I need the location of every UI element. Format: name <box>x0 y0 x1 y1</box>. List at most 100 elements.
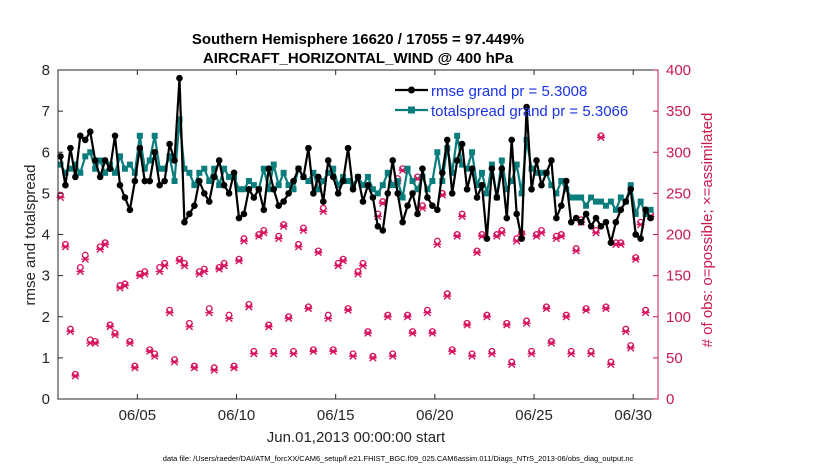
obs-assimilated-marker <box>572 247 581 255</box>
obs-assimilated-marker <box>592 229 601 237</box>
rmse-point <box>592 214 600 222</box>
rmse-point <box>265 165 273 172</box>
obs-assimilated-marker <box>91 339 100 347</box>
spread-point <box>607 198 614 205</box>
obs-assimilated-marker <box>279 222 288 230</box>
spread-point <box>305 178 312 185</box>
obs-assimilated-marker <box>180 262 189 270</box>
spread-point <box>72 161 79 168</box>
spread-point <box>315 186 322 193</box>
rmse-point <box>57 153 64 160</box>
obs-possible-marker <box>339 255 347 263</box>
obs-assimilated-marker <box>304 304 313 313</box>
obs-assimilated-marker <box>264 322 273 331</box>
spread-point <box>82 153 89 160</box>
obs-assimilated-marker <box>185 322 194 331</box>
obs-possible-marker <box>131 362 139 370</box>
obs-assimilated-marker <box>408 329 417 337</box>
spread-point <box>359 182 366 189</box>
rmse-point <box>324 157 332 164</box>
rmse-point <box>141 177 149 185</box>
rmse-point <box>126 206 134 214</box>
obs-assimilated-marker <box>383 313 392 321</box>
x-axis-tick-label: 06/10 <box>218 407 256 424</box>
spread-point <box>483 190 490 197</box>
obs-possible-marker <box>453 231 461 238</box>
rmse-point <box>508 136 516 144</box>
obs-assimilated-marker <box>165 308 174 317</box>
rmse-point <box>91 157 99 164</box>
right-axis-tick-label: 100 <box>666 309 691 326</box>
obs-possible-marker <box>235 255 243 263</box>
obs-possible-marker <box>582 305 590 312</box>
spread-point <box>617 194 624 201</box>
spread-point <box>330 165 337 172</box>
obs-assimilated-marker <box>324 314 333 323</box>
rmse-point <box>285 190 292 197</box>
rmse-point <box>106 165 114 172</box>
rmse-point <box>493 194 501 201</box>
obs-assimilated-marker <box>289 350 298 358</box>
obs-possible-marker <box>101 239 109 247</box>
spread-point <box>290 186 297 193</box>
rmse-point <box>627 185 635 193</box>
spread-point <box>523 136 530 143</box>
obs-possible-marker <box>448 346 456 354</box>
rmse-point <box>438 169 446 177</box>
spread-point <box>369 186 376 193</box>
spread-point <box>131 169 138 176</box>
spread-point <box>469 149 476 156</box>
spread-point <box>439 178 446 185</box>
legend-rmse-label: rmse grand pr = 5.3008 <box>431 83 587 100</box>
obs-possible-marker <box>557 231 565 238</box>
obs-possible-marker <box>81 251 89 259</box>
spread-point <box>394 178 401 185</box>
right-axis-tick-label: 250 <box>666 185 691 202</box>
rmse-point <box>518 235 525 242</box>
obs-assimilated-marker <box>403 313 412 321</box>
spread-point <box>325 169 332 176</box>
rmse-point <box>319 198 327 205</box>
spread-point <box>151 132 158 139</box>
obs-possible-marker <box>463 319 471 327</box>
spread-point <box>186 169 193 176</box>
rmse-point <box>101 157 109 164</box>
spread-point <box>627 182 634 189</box>
spread-point <box>399 194 406 201</box>
rmse-point <box>617 206 625 214</box>
rmse-point <box>434 206 441 214</box>
obs-assimilated-marker <box>473 248 482 257</box>
obs-assimilated-marker <box>76 267 85 276</box>
obs-possible-marker <box>364 328 372 336</box>
rmse-series-line <box>59 77 652 244</box>
rmse-point <box>637 235 644 242</box>
rmse-point <box>642 206 649 214</box>
spread-point <box>121 165 128 172</box>
obs-possible-marker <box>329 346 337 354</box>
obs-assimilated-marker <box>537 229 546 237</box>
obs-assimilated-marker <box>319 207 328 216</box>
spread-point <box>92 165 99 172</box>
rmse-point <box>354 173 362 181</box>
obs-assimilated-marker <box>220 262 229 270</box>
rmse-point <box>235 214 243 222</box>
obs-assimilated-marker <box>616 240 625 249</box>
obs-assimilated-marker <box>160 262 169 270</box>
spread-point <box>404 165 411 172</box>
obs-assimilated-marker <box>448 347 457 355</box>
spread-point <box>612 206 619 213</box>
obs-possible-marker <box>602 303 610 311</box>
rmse-point <box>458 140 466 148</box>
spread-point <box>240 186 247 193</box>
left-axis-tick-label: 4 <box>42 227 50 244</box>
left-axis-tick-label: 1 <box>42 350 50 367</box>
obs-assimilated-marker <box>502 321 511 329</box>
rmse-point <box>404 202 411 210</box>
obs-assimilated-marker <box>101 240 110 249</box>
rmse-point <box>275 202 282 210</box>
spread-point <box>171 178 178 185</box>
spread-point <box>112 169 119 176</box>
rmse-point <box>131 177 139 185</box>
rmse-point <box>191 202 198 210</box>
rmse-point <box>121 194 129 201</box>
